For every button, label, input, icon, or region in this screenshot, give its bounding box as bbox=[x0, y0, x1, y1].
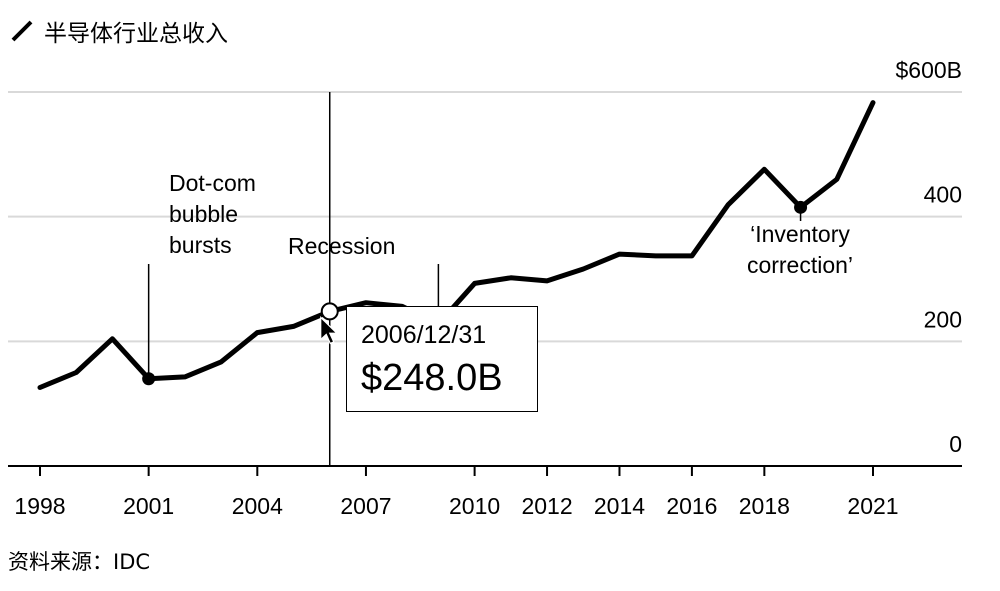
hover-point-marker bbox=[320, 302, 339, 321]
source-note: 资料来源：IDC bbox=[8, 550, 151, 574]
hover-tooltip: 2006/12/31 $248.0B bbox=[346, 306, 538, 412]
x-tick-label: 2007 bbox=[340, 493, 391, 519]
x-axis: 1998 2001 2004 2007 2010 2012 2014 2016 2018 2021 bbox=[8, 465, 962, 519]
chart-header: 半导体行业总收入 bbox=[10, 14, 228, 48]
mouse-pointer-icon bbox=[320, 315, 339, 345]
x-tick-label: 2012 bbox=[521, 493, 572, 519]
y-tick-labels: 0 200 400 $600B bbox=[895, 57, 962, 457]
pencil-icon bbox=[11, 20, 33, 42]
y-tick-label: 400 bbox=[924, 182, 962, 208]
annotation-text-recession: Recession bbox=[288, 233, 395, 259]
annotation-text-inventory: correction’ bbox=[747, 252, 853, 278]
y-tick-label: 0 bbox=[949, 431, 962, 457]
annotation-marker bbox=[142, 372, 156, 386]
tooltip-value: $248.0B bbox=[361, 357, 503, 399]
x-tick-label: 1998 bbox=[14, 493, 65, 519]
x-tick-label: 2016 bbox=[666, 493, 717, 519]
x-tick-label: 2010 bbox=[449, 493, 500, 519]
annotation-text-inventory: ‘Inventory bbox=[750, 221, 850, 247]
revenue-series-line bbox=[37, 100, 876, 390]
tooltip-date: 2006/12/31 bbox=[361, 321, 487, 349]
point-markers bbox=[142, 200, 808, 386]
x-tick-label: 2004 bbox=[232, 493, 283, 519]
y-tick-label: 200 bbox=[924, 306, 962, 332]
annotation-text-dot-com: bubble bbox=[169, 201, 238, 227]
x-tick-label: 2001 bbox=[123, 493, 174, 519]
y-tick-label: $600B bbox=[895, 57, 962, 83]
chart-title: 半导体行业总收入 bbox=[44, 21, 228, 47]
annotation-text-dot-com: bursts bbox=[169, 232, 232, 258]
x-tick-label: 2018 bbox=[739, 493, 790, 519]
annotation-text-dot-com: Dot-com bbox=[169, 170, 256, 196]
annotations: Dot-com bubble bursts Recession ‘Inventory co… bbox=[147, 170, 853, 379]
x-tick-label: 2014 bbox=[594, 493, 645, 519]
gridlines bbox=[8, 91, 962, 343]
x-tick-label: 2021 bbox=[847, 493, 898, 519]
series-lines bbox=[37, 100, 876, 390]
annotation-marker bbox=[794, 200, 808, 214]
